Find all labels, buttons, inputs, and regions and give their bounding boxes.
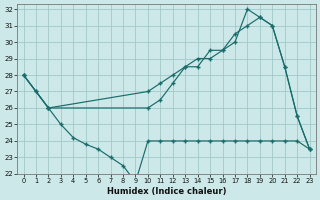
X-axis label: Humidex (Indice chaleur): Humidex (Indice chaleur): [107, 187, 226, 196]
